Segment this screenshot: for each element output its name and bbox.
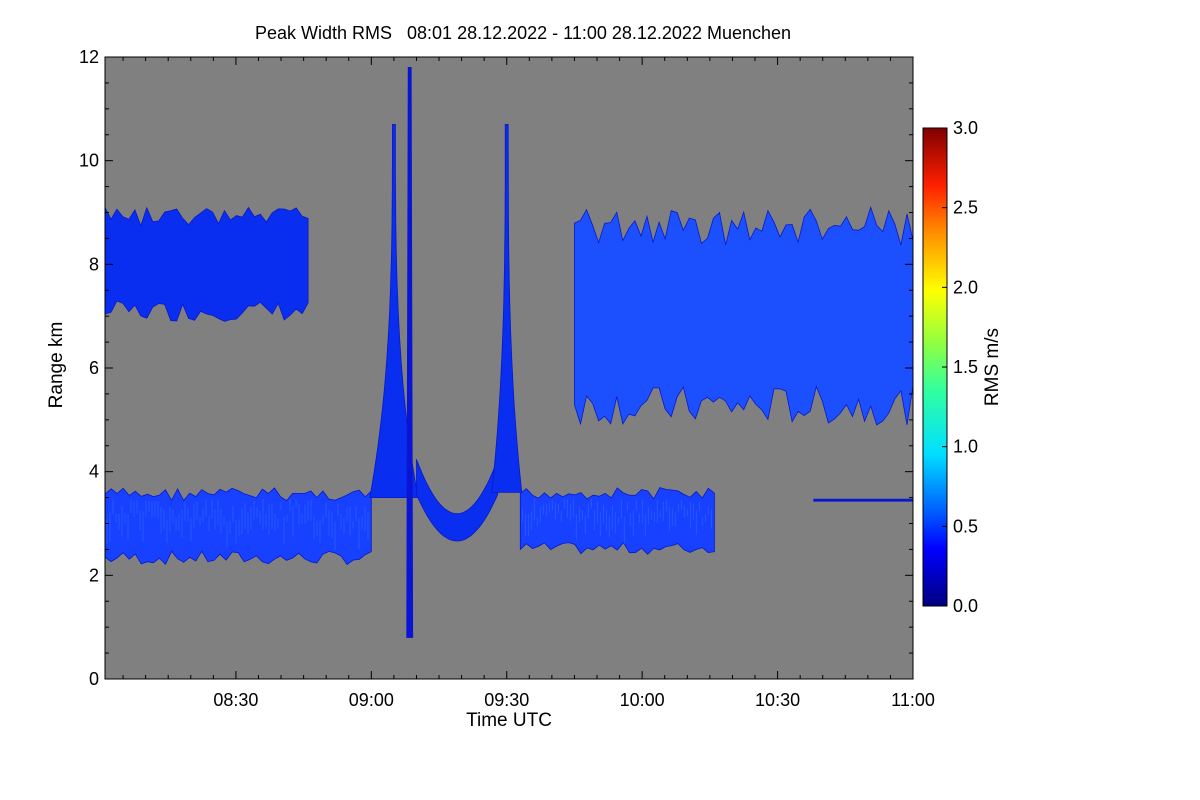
y-tick-label: 6 bbox=[89, 358, 99, 378]
y-tick-label: 2 bbox=[89, 565, 99, 585]
x-tick-label: 10:30 bbox=[755, 690, 800, 710]
colorbar-tick-label: 0.5 bbox=[953, 516, 978, 536]
region-low-cloud-layer-late bbox=[519, 487, 715, 555]
y-tick-label: 8 bbox=[89, 254, 99, 274]
x-tick-label: 10:00 bbox=[620, 690, 665, 710]
y-axis-label: Range km bbox=[46, 322, 67, 409]
y-tick-label: 10 bbox=[79, 151, 99, 171]
x-tick-label: 09:30 bbox=[484, 690, 529, 710]
colorbar-tick-label: 3.0 bbox=[953, 118, 978, 138]
colorbar-label: RMS m/s bbox=[982, 328, 1003, 406]
region-thin-line bbox=[813, 498, 913, 502]
x-tick-label: 09:00 bbox=[349, 690, 394, 710]
colorbar-tick-label: 0.0 bbox=[953, 596, 978, 616]
y-tick-label: 4 bbox=[89, 462, 99, 482]
region-upper-cloud-early bbox=[105, 206, 309, 322]
region-plume-center-column bbox=[406, 66, 414, 638]
y-tick-label: 0 bbox=[89, 669, 99, 689]
data-regions bbox=[105, 66, 913, 638]
region-upper-cloud-late bbox=[574, 206, 913, 426]
x-tick-label: 11:00 bbox=[891, 690, 935, 710]
x-tick-label: 08:30 bbox=[213, 690, 258, 710]
region-plume-trough bbox=[416, 459, 499, 542]
colorbar-tick-label: 1.5 bbox=[953, 357, 978, 377]
chart-title: Peak Width RMS 08:01 28.12.2022 - 11:00 … bbox=[255, 23, 791, 43]
colorbar-tick-label: 2.5 bbox=[953, 198, 978, 218]
colorbar-ticks: 0.0 0.5 1.0 1.5 2.0 2.5 3.0 bbox=[942, 118, 978, 616]
colorbar-tick-label: 1.0 bbox=[953, 437, 978, 457]
x-axis: 08:30 09:00 09:30 10:00 10:30 11:00 bbox=[122, 57, 935, 710]
x-axis-label: Time UTC bbox=[466, 710, 552, 731]
y-tick-label: 12 bbox=[79, 47, 99, 67]
colorbar-tick-label: 2.0 bbox=[953, 277, 978, 297]
y-axis: 0 2 4 6 8 10 12 bbox=[79, 47, 913, 689]
